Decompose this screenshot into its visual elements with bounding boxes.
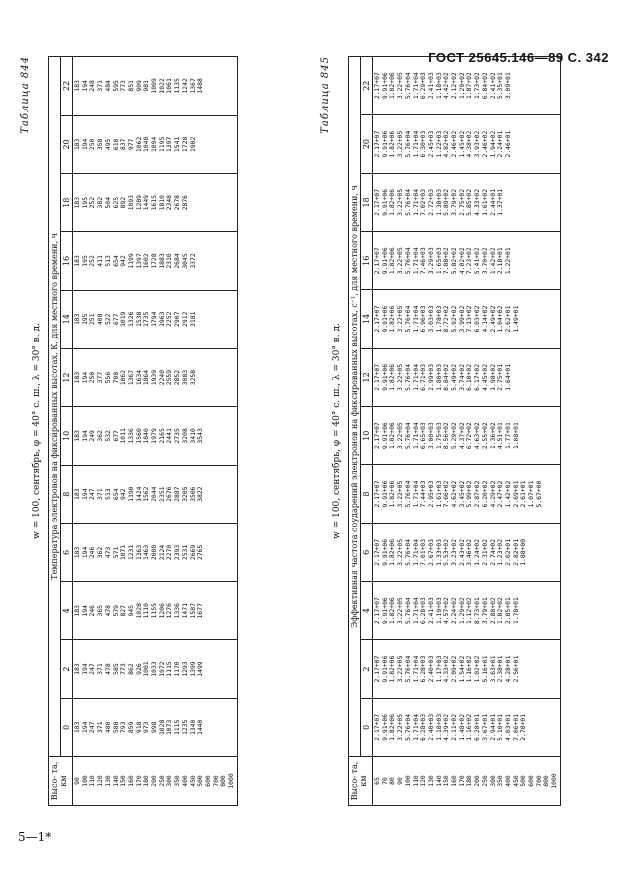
value-column: 2.17+07 9.91+06 1.82+06 3.22+05 5.76+04 …: [372, 581, 561, 640]
page-footer: 5—1*: [18, 830, 52, 844]
altitude-column: 90 100 110 120 130 140 150 160 170 180 2…: [72, 756, 238, 806]
value-column: 183 194 247 371 480 588 793 859 918 973 …: [72, 698, 238, 757]
value-column: 2.17+07 9.91+06 1.82+06 3.22+05 5.76+04 …: [372, 406, 561, 465]
time-header: 4: [360, 581, 373, 640]
value-column: 183 195 252 411 513 654 942 1199 1397 16…: [72, 231, 238, 291]
time-header: 2: [60, 639, 73, 699]
value-column: 183 194 246 365 478 579 827 945 1028 111…: [72, 581, 238, 640]
table-845-subtitle: w = 100, сентябрь, φ = 40° с. ш., λ = 30…: [332, 323, 342, 539]
table-844: Высо- та, км Температура электронов на ф…: [48, 56, 238, 806]
value-column: 2.17+07 9.91+06 1.82+06 3.22+05 5.76+04 …: [372, 56, 561, 115]
time-header: 18: [60, 173, 73, 232]
value-column: 2.17+07 9.91+06 1.82+06 3.22+05 5.76+04 …: [372, 464, 561, 524]
value-column: 2.17+07 9.91+06 1.82+06 3.22+05 5.76+04 …: [372, 639, 561, 699]
time-header: 14: [60, 290, 73, 349]
time-header: 10: [60, 406, 73, 466]
table-844-number: Таблица 844: [20, 56, 31, 134]
table-844-subtitle: w = 100, сентябрь, φ = 40° с. ш., λ = 30…: [32, 323, 42, 539]
time-header: 12: [360, 348, 373, 407]
time-header: 2: [360, 639, 373, 699]
time-header: 10: [360, 406, 373, 465]
table-845: Высо- та, км Эффективная частота соударе…: [348, 56, 561, 806]
time-header: 22: [60, 56, 73, 116]
time-header: 18: [360, 173, 373, 232]
value-column: 2.17+07 9.91+06 1.82+06 3.22+05 5.76+04 …: [372, 348, 561, 407]
value-column: 2.17+07 9.91+06 1.82+06 3.22+05 5.76+04 …: [372, 173, 561, 232]
time-header: 16: [360, 231, 373, 290]
time-header: 8: [360, 464, 373, 524]
time-header: 16: [60, 231, 73, 291]
value-column: 2.17+07 9.91+06 1.82+06 3.22+05 5.76+04 …: [372, 289, 561, 349]
value-column: 2.17+07 9.91+06 1.82+06 3.22+05 5.76+04 …: [372, 231, 561, 290]
time-header: 8: [60, 465, 73, 524]
table-845-caption: Эффективная частота соударений электроно…: [348, 56, 361, 757]
value-column: 2.17+07 9.91+06 1.82+06 3.22+05 5.76+04 …: [372, 523, 561, 582]
value-column: 183 194 247 371 478 585 773 862 926 1001…: [72, 639, 238, 699]
time-header: 22: [360, 56, 373, 115]
value-column: 183 194 247 371 513 654 942 1190 1424 15…: [72, 465, 238, 524]
time-header: 0: [60, 698, 73, 757]
altitude-header: Высо- та, км: [48, 756, 73, 806]
value-column: 183 194 250 358 495 610 837 977 1062 104…: [72, 115, 238, 174]
value-column: 2.17+07 9.91+06 1.82+06 3.22+05 5.76+04 …: [372, 698, 561, 757]
time-header: 12: [60, 348, 73, 407]
time-header: 4: [60, 581, 73, 640]
altitude-column: 65 70 80 90 100 110 120 130 140 150 160 …: [372, 756, 561, 806]
time-header: 6: [60, 523, 73, 582]
time-header: 20: [360, 114, 373, 174]
time-header: 20: [60, 115, 73, 174]
time-header: 6: [360, 523, 373, 582]
page-header: ГОСТ 25645.146—89 С. 342: [428, 50, 609, 65]
time-header: 0: [360, 698, 373, 757]
value-column: 183 194 248 371 484 595 773 851 909 981 …: [72, 56, 238, 116]
value-column: 183 195 252 382 504 625 892 1093 1289 14…: [72, 173, 238, 232]
value-column: 183 195 251 408 522 677 1019 1326 1538 1…: [72, 290, 238, 349]
value-column: 183 194 246 362 473 571 1071 1231 1363 1…: [72, 523, 238, 582]
table-845-number: Таблица 845: [320, 56, 331, 134]
time-header: 14: [360, 289, 373, 349]
altitude-header: Высо- та, км: [348, 756, 373, 806]
value-column: 2.17+07 9.91+06 1.82+06 3.22+05 5.76+04 …: [372, 114, 561, 174]
table-844-caption: Температура электронов на фиксированных …: [48, 56, 61, 757]
value-column: 183 194 249 362 532 677 1011 1336 1560 1…: [72, 406, 238, 466]
value-column: 183 194 250 377 556 708 1062 1367 1634 1…: [72, 348, 238, 407]
